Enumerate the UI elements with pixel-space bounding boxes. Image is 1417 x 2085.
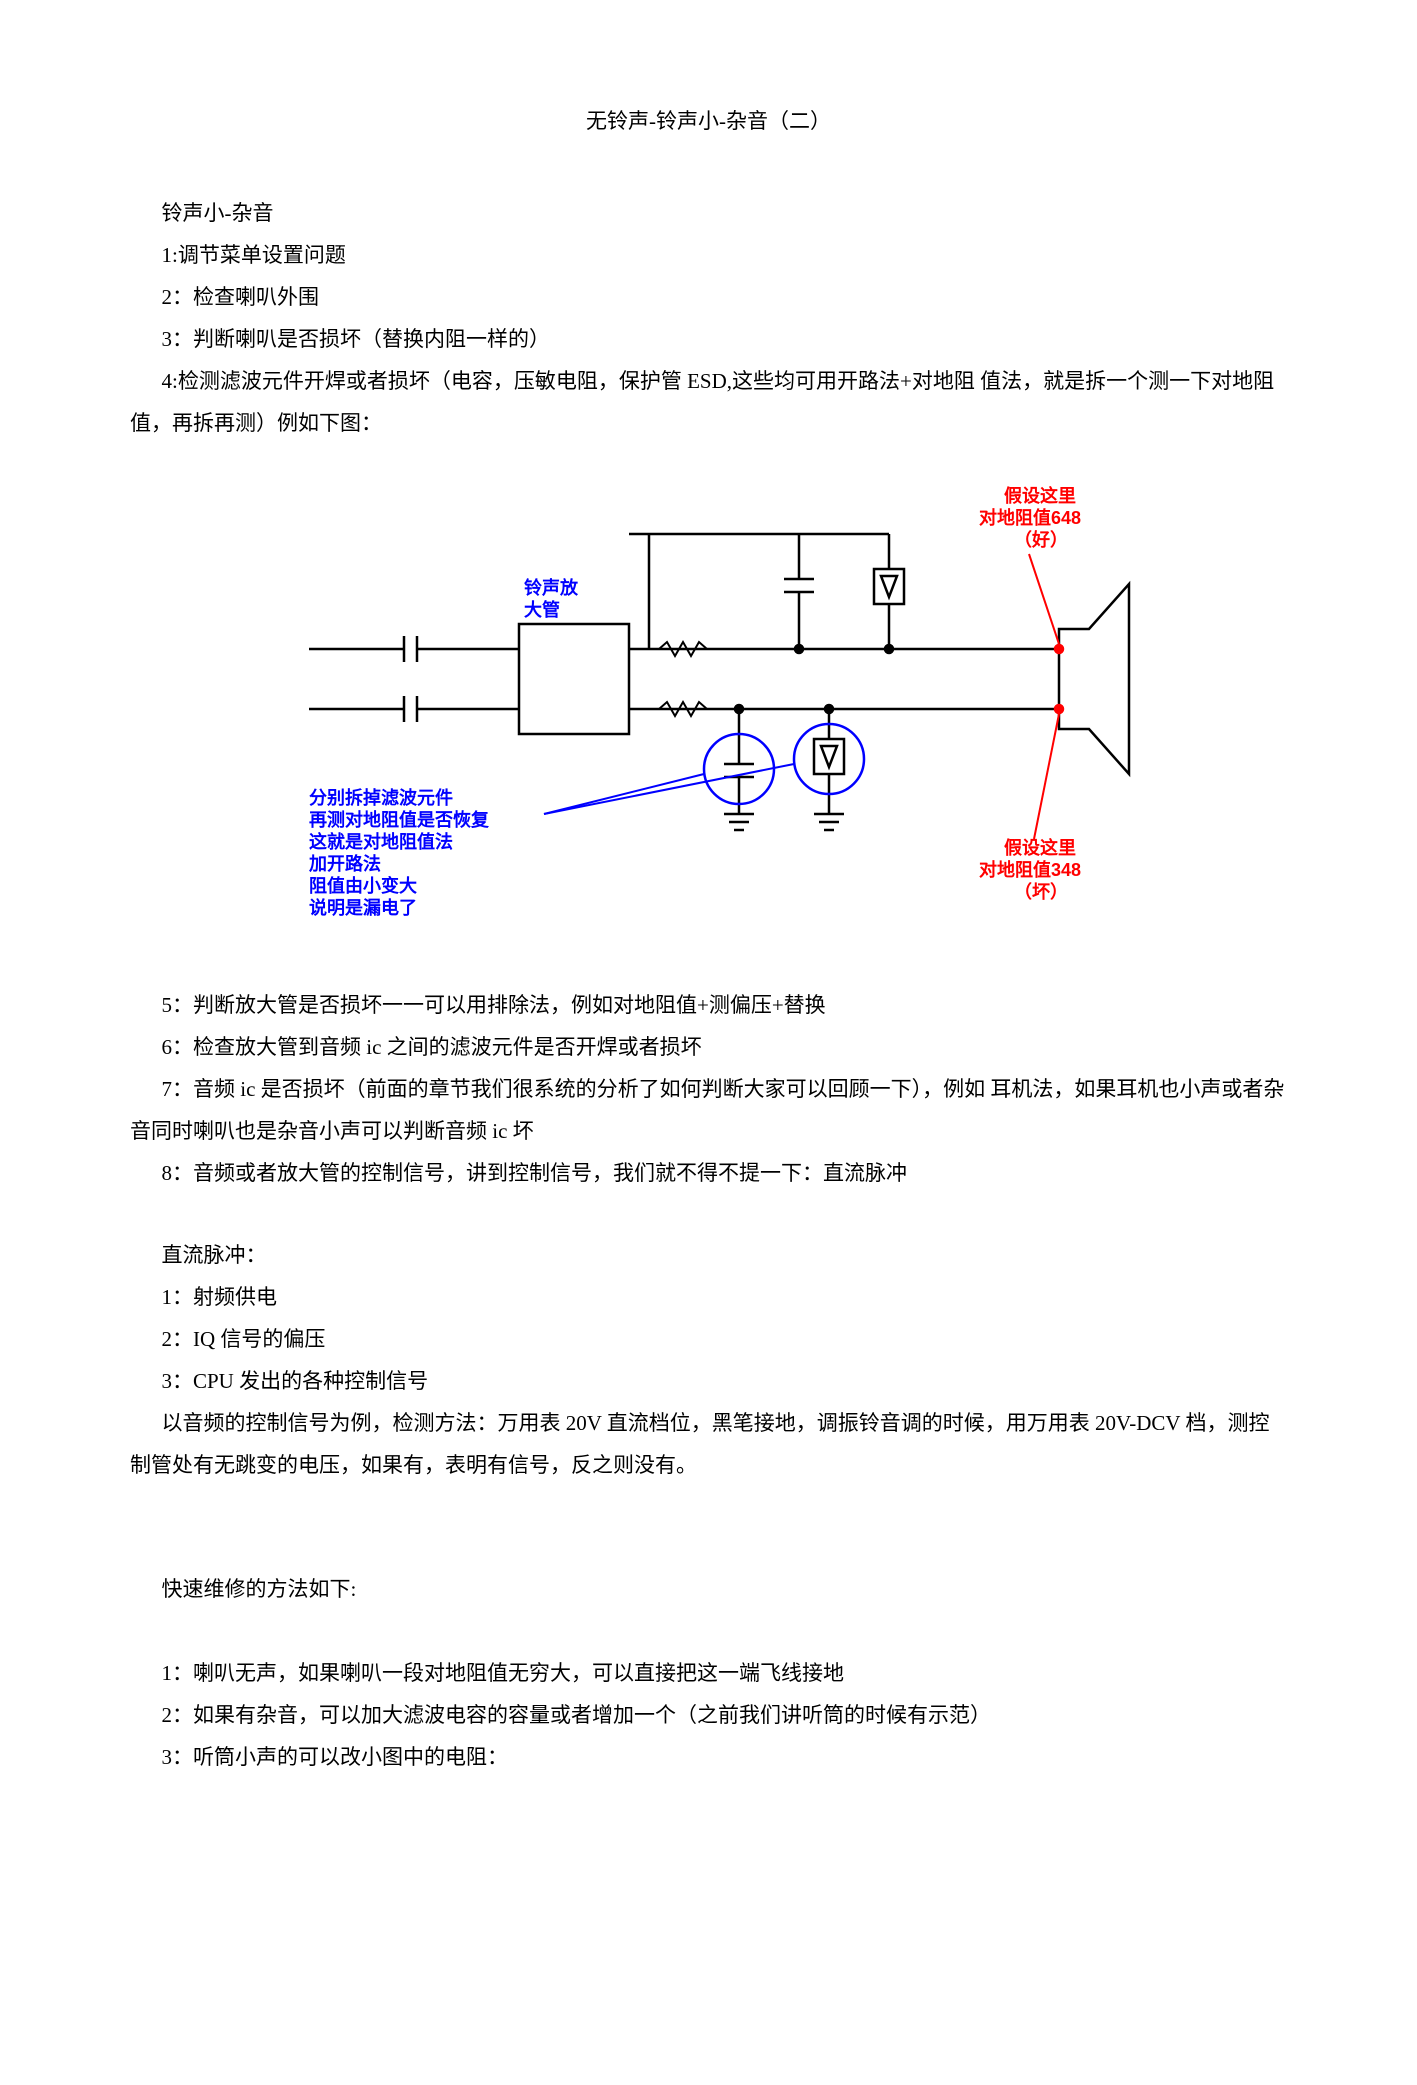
item-7: 7：音频 ic 是否损坏（前面的章节我们很系统的分析了如何判断大家可以回顾一下）… [130,1068,1287,1152]
section1-heading: 铃声小-杂音 [130,192,1287,234]
section3-para1: 以音频的控制信号为例，检测方法：万用表 20V 直流档位，黑笔接地，调振铃音调的… [130,1402,1287,1486]
red-pointer-2 [1034,714,1059,839]
red-annotation-top: 假设这里 对地阻值648 （好） [979,485,1086,550]
blue-pointer-1 [544,774,704,814]
section4-item3: 3：听筒小声的可以改小图中的电阻： [130,1736,1287,1778]
page-title: 无铃声-铃声小-杂音（二） [130,100,1287,142]
section3-item2: 2：IQ 信号的偏压 [130,1318,1287,1360]
circuit-wires [309,534,1129,830]
item-6: 6：检查放大管到音频 ic 之间的滤波元件是否开焊或者损坏 [130,1026,1287,1068]
blue-annotation: 分别拆掉滤波元件 再测对地阻值是否恢复 这就是对地阻值法 加开路法 阻值由小变大… [308,787,494,918]
item-2: 2：检查喇叭外围 [130,276,1287,318]
blue-pointer-2 [544,764,794,814]
section-3: 直流脉冲： 1：射频供电 2：IQ 信号的偏压 3：CPU 发出的各种控制信号 … [130,1234,1287,1486]
item-1: 1:调节菜单设置问题 [130,234,1287,276]
section-1: 铃声小-杂音 1:调节菜单设置问题 2：检查喇叭外围 3：判断喇叭是否损坏（替换… [130,192,1287,444]
section3-item3: 3：CPU 发出的各种控制信号 [130,1360,1287,1402]
red-annotation-bottom: 假设这里 对地阻值348 （坏） [979,837,1086,902]
item-4: 4:检测滤波元件开焊或者损坏（电容，压敏电阻，保护管 ESD,这些均可用开路法+… [130,360,1287,444]
item-8: 8：音频或者放大管的控制信号，讲到控制信号，我们就不得不提一下：直流脉冲 [130,1152,1287,1194]
item-5: 5：判断放大管是否损坏一一可以用排除法，例如对地阻值+测偏压+替换 [130,984,1287,1026]
red-pointer-1 [1029,554,1059,644]
section4-heading: 快速维修的方法如下: [130,1568,1287,1610]
item-3: 3：判断喇叭是否损坏（替换内阻一样的） [130,318,1287,360]
section4-item2: 2：如果有杂音，可以加大滤波电容的容量或者增加一个（之前我们讲听筒的时候有示范） [130,1694,1287,1736]
circuit-diagram: 假设这里 对地阻值648 （好） 假设这里 对地阻值348 （坏） 分别拆掉滤波… [130,484,1287,934]
section-2: 5：判断放大管是否损坏一一可以用排除法，例如对地阻值+测偏压+替换 6：检查放大… [130,984,1287,1194]
amp-label: 铃声放 大管 [524,577,583,620]
section3-item1: 1：射频供电 [130,1276,1287,1318]
section3-heading: 直流脉冲： [130,1234,1287,1276]
section-4: 快速维修的方法如下: 1：喇叭无声，如果喇叭一段对地阻值无穷大，可以直接把这一端… [130,1568,1287,1778]
section4-item1: 1：喇叭无声，如果喇叭一段对地阻值无穷大，可以直接把这一端飞线接地 [130,1652,1287,1694]
